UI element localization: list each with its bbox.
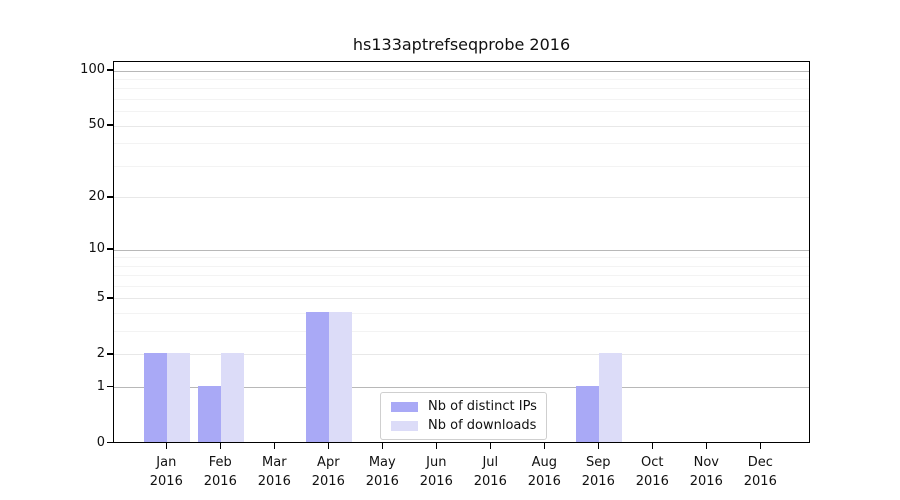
x-tick-mark-dec [759, 443, 762, 449]
x-tick-label-apr: Apr 2016 [311, 455, 345, 489]
x-tick-mark-jul [489, 443, 492, 449]
x-tick-label-feb: Feb 2016 [203, 455, 237, 489]
gridline-y-3 [114, 331, 809, 333]
chart-title: hs133aptrefseqprobe 2016 [352, 35, 571, 54]
x-tick-label-aug: Aug 2016 [527, 455, 561, 489]
y-tick-mark-1 [106, 385, 113, 388]
y-tick-mark-0 [106, 441, 113, 444]
gridline-y-6 [114, 285, 809, 287]
y-tick-label-50: 50 [88, 117, 105, 133]
x-tick-mark-may [381, 443, 384, 449]
gridline-y-80 [114, 88, 809, 90]
legend-item-downloads: Nb of downloads [387, 416, 540, 435]
y-tick-label-2: 2 [96, 345, 105, 361]
legend-swatch-distinct-ips [391, 401, 418, 412]
legend-item-distinct-ips: Nb of distinct IPs [387, 397, 540, 416]
y-tick-label-10: 10 [88, 241, 105, 256]
gridline-y-5 [114, 298, 809, 300]
gridline-y-90 [114, 79, 809, 80]
gridline-y-1 [114, 387, 809, 389]
x-tick-mark-nov [705, 443, 708, 449]
legend-swatch-downloads [391, 420, 418, 431]
bar-apr-series0 [306, 312, 330, 442]
y-tick-label-0: 0 [96, 434, 105, 450]
bar-jan-series0 [144, 353, 168, 442]
gridline-y-2 [114, 354, 809, 356]
x-tick-label-mar: Mar 2016 [257, 455, 291, 489]
x-tick-mark-jan [165, 443, 168, 449]
bar-sep-series1 [599, 353, 623, 442]
x-tick-label-dec: Dec 2016 [743, 455, 777, 489]
gridlines-layer [114, 62, 809, 442]
gridline-y-50 [114, 125, 809, 127]
gridline-y-7 [114, 275, 809, 277]
y-tick-mark-50 [106, 124, 113, 126]
bar-jan-series1 [167, 353, 191, 442]
gridline-y-10 [114, 249, 809, 251]
y-tick-label-5: 5 [96, 289, 105, 305]
gridline-y-9 [114, 257, 809, 259]
gridline-y-100 [114, 70, 809, 72]
gridline-y-40 [114, 143, 809, 145]
x-tick-label-nov: Nov 2016 [689, 455, 723, 489]
x-tick-label-jan: Jan 2016 [149, 455, 183, 489]
gridline-y-4 [114, 313, 809, 315]
x-tick-mark-feb [219, 443, 222, 449]
x-tick-mark-apr [327, 443, 330, 449]
y-tick-label-100: 100 [80, 62, 105, 78]
x-tick-mark-jun [435, 443, 438, 449]
gridline-y-30 [114, 165, 809, 167]
y-tick-mark-2 [106, 353, 113, 355]
gridline-y-60 [114, 111, 809, 113]
legend-label-downloads: Nb of downloads [428, 418, 537, 433]
x-tick-mark-aug [543, 443, 546, 449]
bar-apr-series1 [329, 312, 353, 442]
y-tick-label-1: 1 [96, 378, 105, 394]
y-tick-mark-5 [106, 297, 113, 299]
x-tick-label-jun: Jun 2016 [419, 455, 453, 489]
plot-area: Nb of distinct IPs Nb of downloads [113, 61, 810, 443]
y-tick-mark-10 [106, 248, 113, 250]
gridline-y-8 [114, 265, 809, 267]
y-tick-mark-100 [106, 69, 113, 71]
x-tick-mark-oct [651, 443, 654, 449]
bar-sep-series0 [576, 386, 600, 442]
y-tick-label-20: 20 [88, 188, 105, 204]
x-tick-label-oct: Oct 2016 [635, 455, 669, 489]
x-tick-label-sep: Sep 2016 [581, 455, 615, 489]
legend: Nb of distinct IPs Nb of downloads [380, 392, 547, 440]
x-tick-mark-sep [597, 443, 600, 449]
y-tick-mark-20 [106, 196, 113, 198]
legend-label-distinct-ips: Nb of distinct IPs [428, 399, 537, 414]
gridline-y-70 [114, 99, 809, 101]
gridline-y-20 [114, 197, 809, 199]
bar-feb-series0 [198, 386, 222, 442]
bars-layer [114, 62, 809, 442]
bar-feb-series1 [221, 353, 245, 442]
x-tick-mark-mar [273, 443, 276, 449]
x-tick-label-may: May 2016 [365, 455, 399, 489]
x-tick-label-jul: Jul 2016 [473, 455, 507, 489]
